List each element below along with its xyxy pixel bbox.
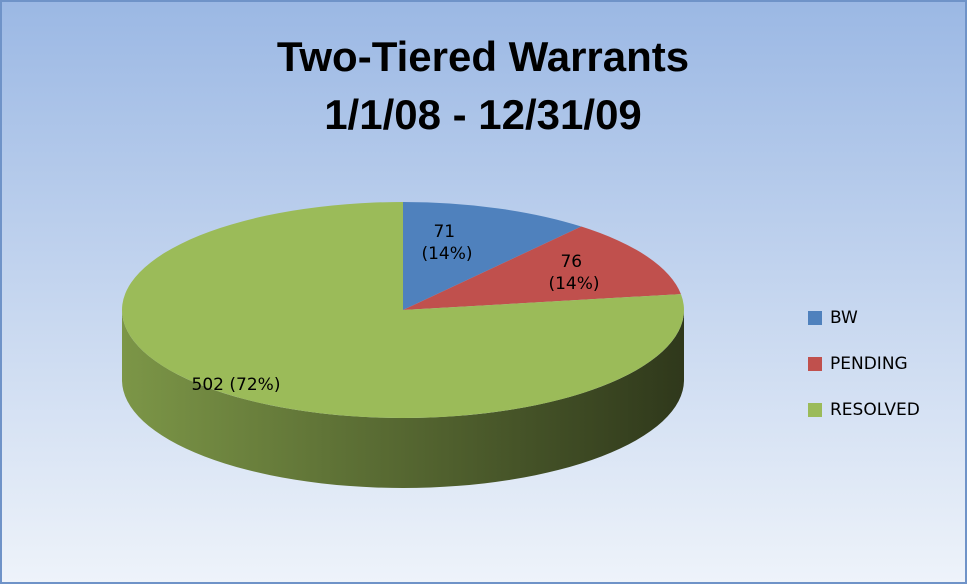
legend-swatch bbox=[808, 311, 822, 325]
data-label: 71 (14%) bbox=[421, 222, 472, 264]
data-label: 502 (72%) bbox=[192, 375, 281, 395]
slice-side bbox=[122, 310, 684, 488]
legend-swatch bbox=[808, 403, 822, 417]
slice bbox=[122, 202, 685, 418]
legend-swatch bbox=[808, 357, 822, 371]
legend-label: PENDING bbox=[830, 354, 908, 374]
chart-title: Two-Tiered Warrants bbox=[277, 33, 689, 80]
slice bbox=[403, 226, 681, 310]
legend-label: RESOLVED bbox=[830, 400, 920, 420]
chart-subtitle: 1/1/08 - 12/31/09 bbox=[324, 91, 642, 138]
legend-label: BW bbox=[830, 308, 858, 328]
data-label: 76 (14%) bbox=[548, 252, 599, 294]
slice bbox=[403, 202, 582, 310]
